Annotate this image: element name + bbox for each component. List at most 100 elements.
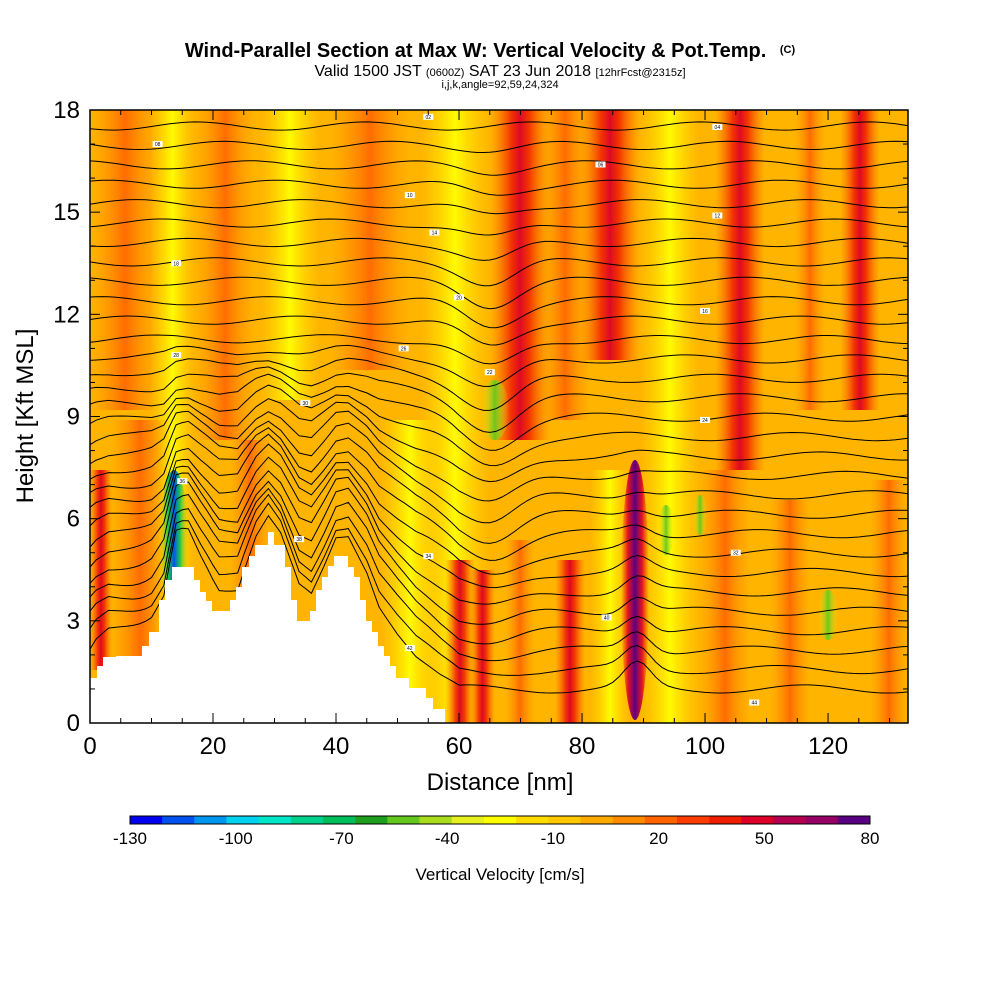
theta-label-13: 22 bbox=[487, 370, 493, 376]
colorbar-swatch-2 bbox=[194, 816, 227, 824]
theta-label-bg bbox=[484, 369, 495, 376]
colorbar-swatch-9 bbox=[419, 816, 453, 824]
y-tick-label-1: 3 bbox=[67, 608, 80, 635]
theta-label-14: 20 bbox=[456, 295, 462, 301]
velocity-max-updraft bbox=[621, 460, 649, 720]
colorbar-swatch-4 bbox=[258, 816, 292, 824]
velocity-column-84 bbox=[580, 110, 640, 360]
theta-label-21: 06 bbox=[598, 162, 604, 168]
theta-contour-26 bbox=[90, 179, 908, 196]
chart-title-mark: (C) bbox=[780, 44, 796, 56]
theta-contour-0 bbox=[90, 514, 908, 694]
theta-label-bg bbox=[177, 478, 188, 485]
plot-area: 4846444240383634323028262422201816141210… bbox=[90, 110, 908, 723]
theta-label-bg bbox=[700, 307, 711, 314]
chart-subtitle-2: i,j,k,angle=92,59,24,324 bbox=[441, 79, 558, 91]
theta-label-bg bbox=[454, 294, 465, 301]
colorbar-tick-label-0: -130 bbox=[113, 829, 147, 848]
y-axis-label: Height [Kft MSL] bbox=[12, 329, 39, 504]
theta-label-bg bbox=[171, 352, 182, 359]
theta-label-bg bbox=[601, 614, 612, 621]
colorbar-swatch-21 bbox=[805, 816, 839, 824]
colorbar-tick-label-5: 20 bbox=[649, 829, 668, 848]
colorbar-swatch-16 bbox=[644, 816, 678, 824]
theta-label-bg bbox=[423, 113, 434, 120]
theta-contour-4 bbox=[90, 480, 908, 625]
theta-contour-2 bbox=[90, 493, 908, 662]
theta-label-15: 18 bbox=[173, 261, 179, 267]
x-tick-label-4: 80 bbox=[569, 733, 596, 760]
velocity-column-104 bbox=[715, 110, 765, 470]
theta-contour-1 bbox=[90, 502, 908, 676]
colorbar-tick-label-1: -100 bbox=[219, 829, 253, 848]
theta-label-bg bbox=[171, 260, 182, 267]
velocity-green-99 bbox=[693, 495, 707, 535]
x-tick-label-0: 0 bbox=[83, 733, 96, 760]
velocity-column-32 bbox=[260, 110, 320, 400]
chart-subtitle-part-2: (0600Z) bbox=[426, 67, 465, 79]
theta-contour-23 bbox=[90, 237, 908, 261]
theta-contour-9 bbox=[90, 427, 908, 544]
theta-label-4: 40 bbox=[604, 615, 610, 621]
theta-contour-22 bbox=[90, 257, 908, 287]
colorbar-swatch-12 bbox=[516, 816, 549, 824]
theta-contour-11 bbox=[90, 410, 908, 502]
theta-label-19: 10 bbox=[407, 193, 413, 199]
velocity-field bbox=[90, 110, 908, 723]
theta-label-7: 34 bbox=[425, 554, 431, 560]
theta-label-bg bbox=[294, 536, 305, 543]
theta-label-bg bbox=[423, 553, 434, 560]
velocity-low-78 bbox=[555, 560, 585, 723]
theta-label-bg bbox=[749, 699, 760, 706]
velocity-green-120 bbox=[818, 590, 838, 640]
colorbar-swatch-10 bbox=[451, 816, 485, 824]
theta-contour-10 bbox=[90, 420, 908, 524]
theta-contour-21 bbox=[90, 276, 908, 310]
theta-label-2: 44 bbox=[751, 701, 757, 707]
theta-contour-28 bbox=[90, 140, 908, 153]
theta-label-bg bbox=[595, 161, 606, 168]
theta-contour-19 bbox=[90, 315, 908, 346]
theta-label-bg bbox=[700, 416, 711, 423]
colorbar-tick-label-6: 50 bbox=[755, 829, 774, 848]
theta-contour-7 bbox=[90, 443, 908, 575]
velocity-low-100 bbox=[700, 470, 750, 723]
theta-label-16: 16 bbox=[702, 309, 708, 315]
colorbar-swatch-15 bbox=[612, 816, 646, 824]
x-tick-label-5: 100 bbox=[685, 733, 725, 760]
y-tick-label-4: 12 bbox=[53, 301, 80, 328]
theta-contour-12 bbox=[90, 398, 908, 483]
theta-contour-24 bbox=[90, 218, 908, 236]
theta-label-12: 24 bbox=[702, 418, 708, 424]
colorbar-label: Vertical Velocity [cm/s] bbox=[415, 865, 584, 884]
theta-contour-5 bbox=[90, 470, 908, 605]
colorbar-tick-label-4: -10 bbox=[541, 829, 566, 848]
theta-label-18: 12 bbox=[715, 214, 721, 220]
theta-label-bg bbox=[712, 212, 723, 219]
x-tick-label-3: 60 bbox=[446, 733, 473, 760]
y-tick-label-2: 6 bbox=[67, 506, 80, 533]
colorbar-swatch-13 bbox=[548, 816, 581, 824]
theta-contour-18 bbox=[90, 334, 908, 365]
colorbar-swatch-8 bbox=[387, 816, 420, 824]
chart-subtitle-part-3: SAT 23 Jun 2018 bbox=[469, 63, 596, 80]
velocity-green-94 bbox=[658, 505, 674, 555]
theta-contour-29 bbox=[90, 121, 908, 131]
colorbar-swatch-11 bbox=[483, 816, 517, 824]
colorbar-tick-labels: -130 -100 -70 -40 -10 20 50 80 bbox=[113, 829, 879, 848]
colorbar-swatch-3 bbox=[226, 816, 259, 824]
colorbar-swatch-0 bbox=[130, 816, 163, 824]
theta-contour-8 bbox=[90, 433, 908, 561]
theta-label-bg bbox=[404, 192, 415, 199]
colorbar-tick-label-7: 80 bbox=[861, 829, 880, 848]
theta-contour-14 bbox=[90, 373, 908, 451]
theta-label-8: 32 bbox=[733, 551, 739, 557]
theta-contour-20 bbox=[90, 296, 908, 329]
x-axis-label: Distance [nm] bbox=[427, 769, 574, 796]
x-tick-label-6: 120 bbox=[808, 733, 848, 760]
x-axis: 0 20 40 60 80 100 120 bbox=[83, 110, 891, 760]
velocity-column-0 bbox=[90, 110, 160, 410]
colorbar-swatch-1 bbox=[162, 816, 195, 824]
